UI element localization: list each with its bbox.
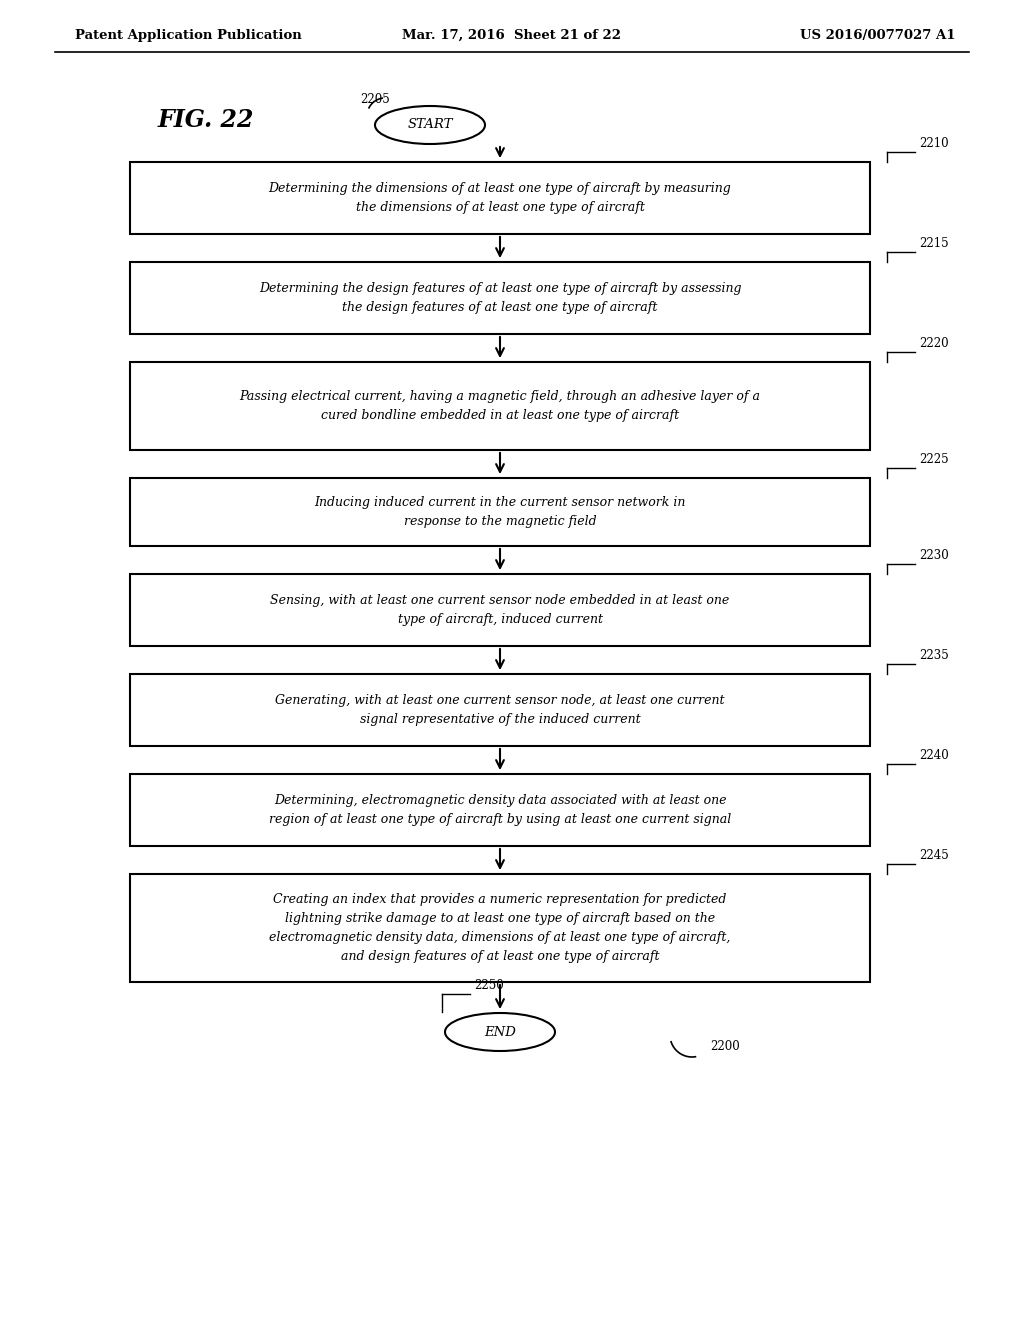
FancyBboxPatch shape bbox=[130, 574, 870, 645]
Text: Inducing induced current in the current sensor network in
response to the magnet: Inducing induced current in the current … bbox=[314, 496, 686, 528]
FancyBboxPatch shape bbox=[130, 478, 870, 546]
FancyBboxPatch shape bbox=[130, 874, 870, 982]
Text: Passing electrical current, having a magnetic field, through an adhesive layer o: Passing electrical current, having a mag… bbox=[240, 389, 761, 422]
Text: START: START bbox=[408, 119, 453, 132]
Text: 2250: 2250 bbox=[474, 979, 504, 993]
Text: Determining, electromagnetic density data associated with at least one
region of: Determining, electromagnetic density dat… bbox=[269, 795, 731, 826]
Text: Mar. 17, 2016  Sheet 21 of 22: Mar. 17, 2016 Sheet 21 of 22 bbox=[402, 29, 622, 41]
Text: 2245: 2245 bbox=[919, 849, 949, 862]
Text: Creating an index that provides a numeric representation for predicted
lightning: Creating an index that provides a numeri… bbox=[269, 894, 731, 964]
Text: Sensing, with at least one current sensor node embedded in at least one
type of : Sensing, with at least one current senso… bbox=[270, 594, 730, 626]
Text: Patent Application Publication: Patent Application Publication bbox=[75, 29, 302, 41]
Text: 2240: 2240 bbox=[919, 748, 949, 762]
Text: 2205: 2205 bbox=[360, 92, 390, 106]
Text: 2235: 2235 bbox=[919, 649, 949, 663]
Text: 2220: 2220 bbox=[919, 337, 948, 350]
FancyBboxPatch shape bbox=[130, 675, 870, 746]
Text: 2225: 2225 bbox=[919, 453, 948, 466]
FancyBboxPatch shape bbox=[130, 261, 870, 334]
Text: END: END bbox=[484, 1026, 516, 1039]
Text: Determining the design features of at least one type of aircraft by assessing
th: Determining the design features of at le… bbox=[259, 282, 741, 314]
FancyBboxPatch shape bbox=[130, 774, 870, 846]
Text: FIG. 22: FIG. 22 bbox=[158, 108, 255, 132]
Text: Generating, with at least one current sensor node, at least one current
signal r: Generating, with at least one current se… bbox=[275, 694, 725, 726]
Text: 2230: 2230 bbox=[919, 549, 949, 562]
FancyBboxPatch shape bbox=[130, 362, 870, 450]
Text: US 2016/0077027 A1: US 2016/0077027 A1 bbox=[800, 29, 955, 41]
Text: 2215: 2215 bbox=[919, 238, 948, 249]
Text: Determining the dimensions of at least one type of aircraft by measuring
the dim: Determining the dimensions of at least o… bbox=[268, 182, 731, 214]
FancyBboxPatch shape bbox=[130, 162, 870, 234]
Text: 2200: 2200 bbox=[710, 1040, 739, 1053]
Text: 2210: 2210 bbox=[919, 137, 948, 150]
